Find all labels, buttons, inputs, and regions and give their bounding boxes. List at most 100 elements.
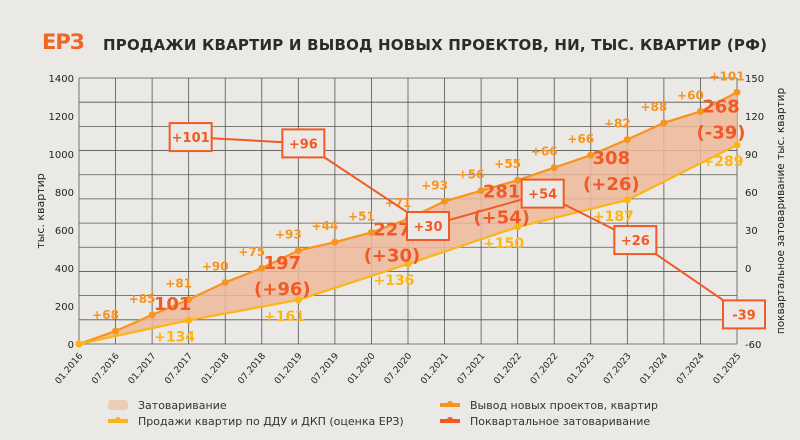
quarterly-data-label: +30 — [414, 220, 443, 235]
quarterly-label-box — [168, 122, 213, 153]
launch-data-label: +44 — [312, 219, 339, 233]
sales-point — [623, 196, 631, 204]
y2-tick-label: -60 — [745, 340, 761, 351]
launch-point — [221, 278, 229, 286]
overhang-total-label: 281 — [483, 182, 521, 203]
launch-data-label: +90 — [202, 259, 229, 273]
x-tick-label: 01.2016 — [54, 351, 86, 386]
y2-tick-label: 30 — [745, 226, 758, 237]
quarterly-data-label: +54 — [528, 188, 557, 203]
quarterly-data-label: +96 — [289, 137, 318, 152]
y-tick-label: 600 — [55, 226, 74, 237]
legend-item-overhang: Затоваривание — [108, 398, 404, 412]
quarterly-label-box — [406, 211, 450, 241]
overhang-change-label: (-39) — [697, 123, 746, 144]
chart-title: ПРОДАЖИ КВАРТИР И ВЫВОД НОВЫХ ПРОЕКТОВ, … — [103, 36, 768, 54]
overhang-change-label: (+54) — [473, 208, 530, 229]
launch-point — [148, 311, 156, 319]
launch-point — [514, 176, 522, 184]
y-tick-label: 400 — [55, 264, 74, 275]
sales-data-label: +187 — [593, 209, 634, 225]
overhang-change-label: (+30) — [364, 245, 421, 266]
launch-point — [550, 164, 558, 172]
launch-data-label: +68 — [92, 308, 119, 322]
launch-point — [660, 119, 668, 127]
sales-data-label: +134 — [154, 329, 195, 345]
overhang-total-label: 268 — [702, 97, 740, 118]
y2-tick-label: 90 — [745, 150, 758, 161]
launch-data-label: +56 — [458, 168, 485, 182]
sales-data-label: +161 — [264, 309, 305, 325]
y2-axis-title: поквартальное затоваривание тыс. квартир — [775, 88, 787, 335]
launch-data-label: +93 — [275, 228, 302, 242]
sales-point — [75, 340, 83, 348]
overhang-change-label: (+26) — [583, 174, 640, 195]
legend-swatch — [108, 417, 128, 423]
x-tick-label: 07.2018 — [236, 351, 268, 386]
launch-point — [331, 238, 339, 246]
legend-label: Вывод новых проектов, квартир — [470, 398, 658, 412]
y2-tick-label: 0 — [745, 264, 751, 275]
y-tick-label: 800 — [55, 188, 74, 199]
quarterly-data-label: +26 — [621, 234, 650, 249]
launch-data-label: +75 — [238, 245, 265, 259]
quarterly-label-box — [613, 225, 658, 256]
launch-data-label: +88 — [641, 100, 668, 114]
launch-data-label: +71 — [385, 196, 412, 210]
launch-data-label: +55 — [494, 157, 521, 171]
x-tick-label: 01.2024 — [639, 351, 671, 386]
legend-label: Затоваривание — [138, 398, 227, 412]
y-tick-label: 1400 — [49, 74, 74, 85]
quarterly-data-label: -39 — [732, 308, 756, 323]
launch-data-label: +66 — [567, 132, 594, 146]
legend-item-launch: Вывод новых проектов, квартир — [440, 398, 658, 412]
x-tick-label: 07.2022 — [529, 352, 561, 387]
launch-point — [294, 247, 302, 255]
launch-data-label: +81 — [165, 277, 192, 291]
y-tick-label: 1200 — [49, 112, 74, 123]
launch-data-label: +93 — [421, 178, 448, 192]
x-tick-label: 01.2022 — [492, 352, 524, 387]
legend-item-sales: Продажи квартир по ДДУ и ДКП (оценка ЕРЗ… — [108, 414, 404, 428]
y-tick-label: 1000 — [49, 150, 74, 161]
launch-data-label: +85 — [129, 292, 156, 306]
quarterly-label-box — [722, 299, 766, 330]
launch-point — [185, 296, 193, 304]
x-tick-label: 01.2021 — [419, 352, 451, 387]
y-tick-label: 0 — [68, 340, 74, 351]
launch-point — [587, 151, 595, 159]
launch-point — [623, 136, 631, 144]
launch-data-label: +66 — [531, 145, 558, 159]
y2-tick-label: 60 — [745, 188, 758, 199]
launch-data-label: +51 — [348, 209, 375, 223]
launch-point — [112, 327, 120, 335]
launch-point — [696, 107, 704, 115]
y-tick-label: 200 — [55, 302, 74, 313]
sales-point — [185, 316, 193, 324]
x-tick-label: 07.2024 — [675, 351, 707, 386]
sales-point — [733, 141, 741, 149]
y-axis-title: тыс. квартир — [34, 173, 47, 249]
y2-tick-label: 120 — [745, 112, 764, 123]
sales-data-label: +136 — [374, 273, 415, 289]
x-tick-label: 01.2020 — [346, 351, 378, 386]
legend-swatch — [440, 401, 460, 407]
sales-data-label: +289 — [703, 154, 744, 170]
y2-tick-label: 150 — [745, 74, 764, 85]
launch-point — [441, 197, 449, 205]
erz-logo: ЕРЗ — [42, 30, 85, 54]
quarterly-label-box — [281, 128, 326, 159]
sales-point — [294, 296, 302, 304]
legend-right: Вывод новых проектов, квартир Покварталь… — [440, 398, 658, 430]
launch-data-label: +82 — [604, 117, 631, 131]
x-tick-label: 01.2019 — [273, 351, 305, 386]
legend-left: Затоваривание Продажи квартир по ДДУ и Д… — [108, 398, 404, 430]
launch-data-label: +101 — [709, 69, 744, 83]
x-tick-label: 01.2018 — [200, 351, 232, 386]
launch-point — [258, 264, 266, 272]
legend-item-quarterly: Поквартальное затоваривание — [440, 414, 658, 428]
launch-point — [367, 228, 375, 236]
x-tick-label: 07.2020 — [383, 351, 415, 386]
legend-label: Поквартальное затоваривание — [470, 414, 651, 428]
x-tick-label: 07.2016 — [90, 351, 122, 386]
